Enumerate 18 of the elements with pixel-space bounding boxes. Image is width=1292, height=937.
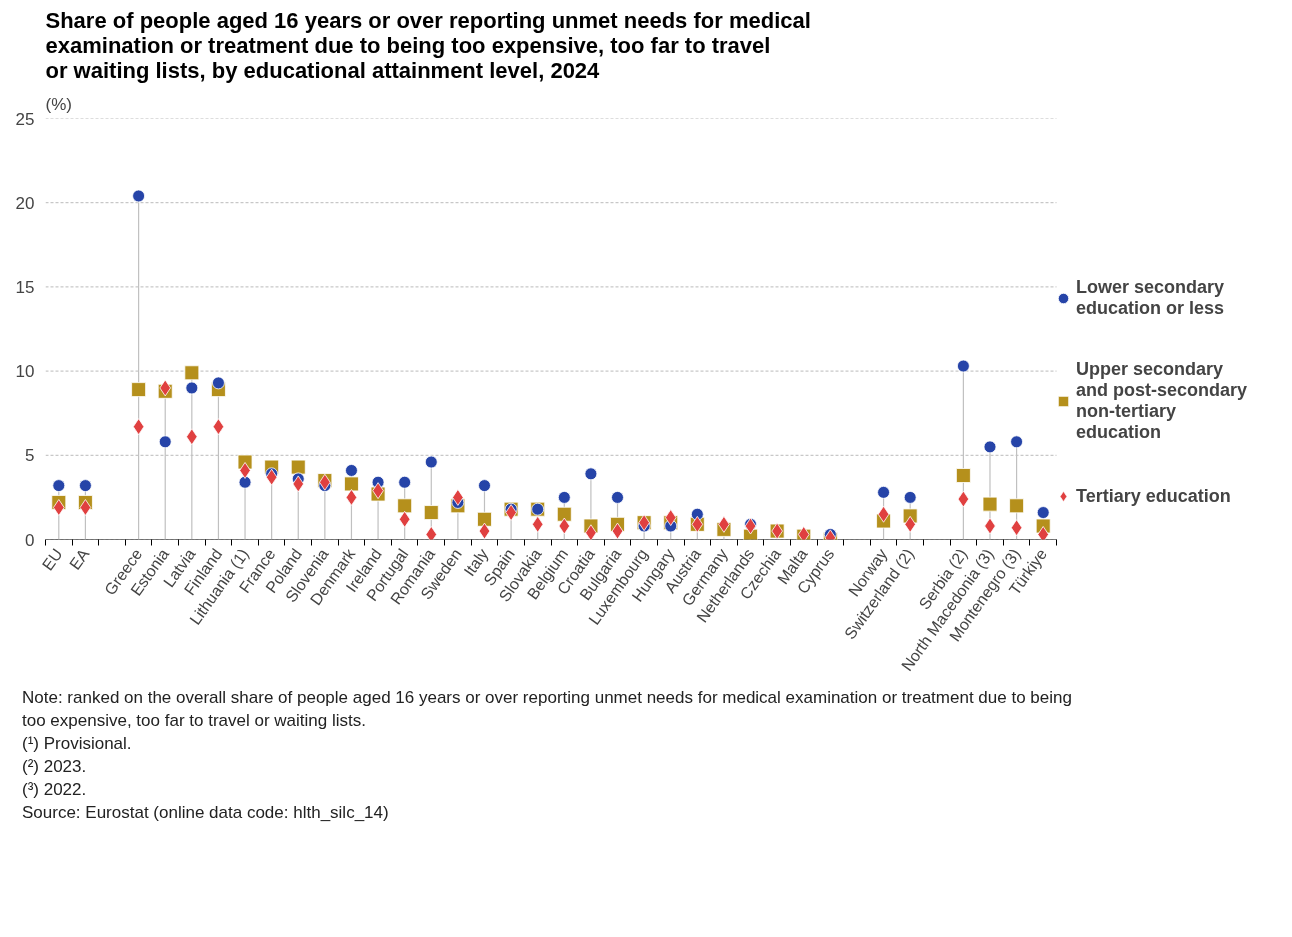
y-tick-label: 10: [15, 362, 35, 382]
source-note: Source: Eurostat (online data code: hlth_silc_14): [22, 801, 390, 824]
x-tick-label: EU: [38, 545, 66, 574]
text: (²) 2023.: [22, 755, 88, 778]
y-axis-title: (%): [45, 94, 72, 114]
y-tick-label: 15: [15, 277, 35, 297]
chart-title: Share of people aged 16 years or over reporting unmet needs for medical examination or treatment due to being too expensive, too far to travel or waiting lists, by educational attainment level, 2024: [45, 7, 811, 83]
y-tick-label: 0: [25, 530, 35, 550]
legend-label: Lower secondary education or less: [1076, 277, 1225, 319]
text: (³) 2022.: [22, 778, 88, 801]
legend-label: Upper secondary and post-secondary non-tertiary education: [1076, 359, 1248, 443]
y-tick-label: 25: [15, 109, 35, 129]
x-tick-label: EA: [66, 545, 93, 573]
legend-label: Tertiary education: [1076, 485, 1231, 507]
y-tick-label: 5: [25, 446, 35, 466]
y-tick-label: 20: [15, 193, 35, 213]
text: Note: ranked on the overall share of people aged 16 years or over reporting unmet needs for medical examination or treatment due to being too expensive, too far to travel or waiting lists.: [22, 687, 1073, 732]
text: (¹) Provisional.: [22, 732, 133, 755]
